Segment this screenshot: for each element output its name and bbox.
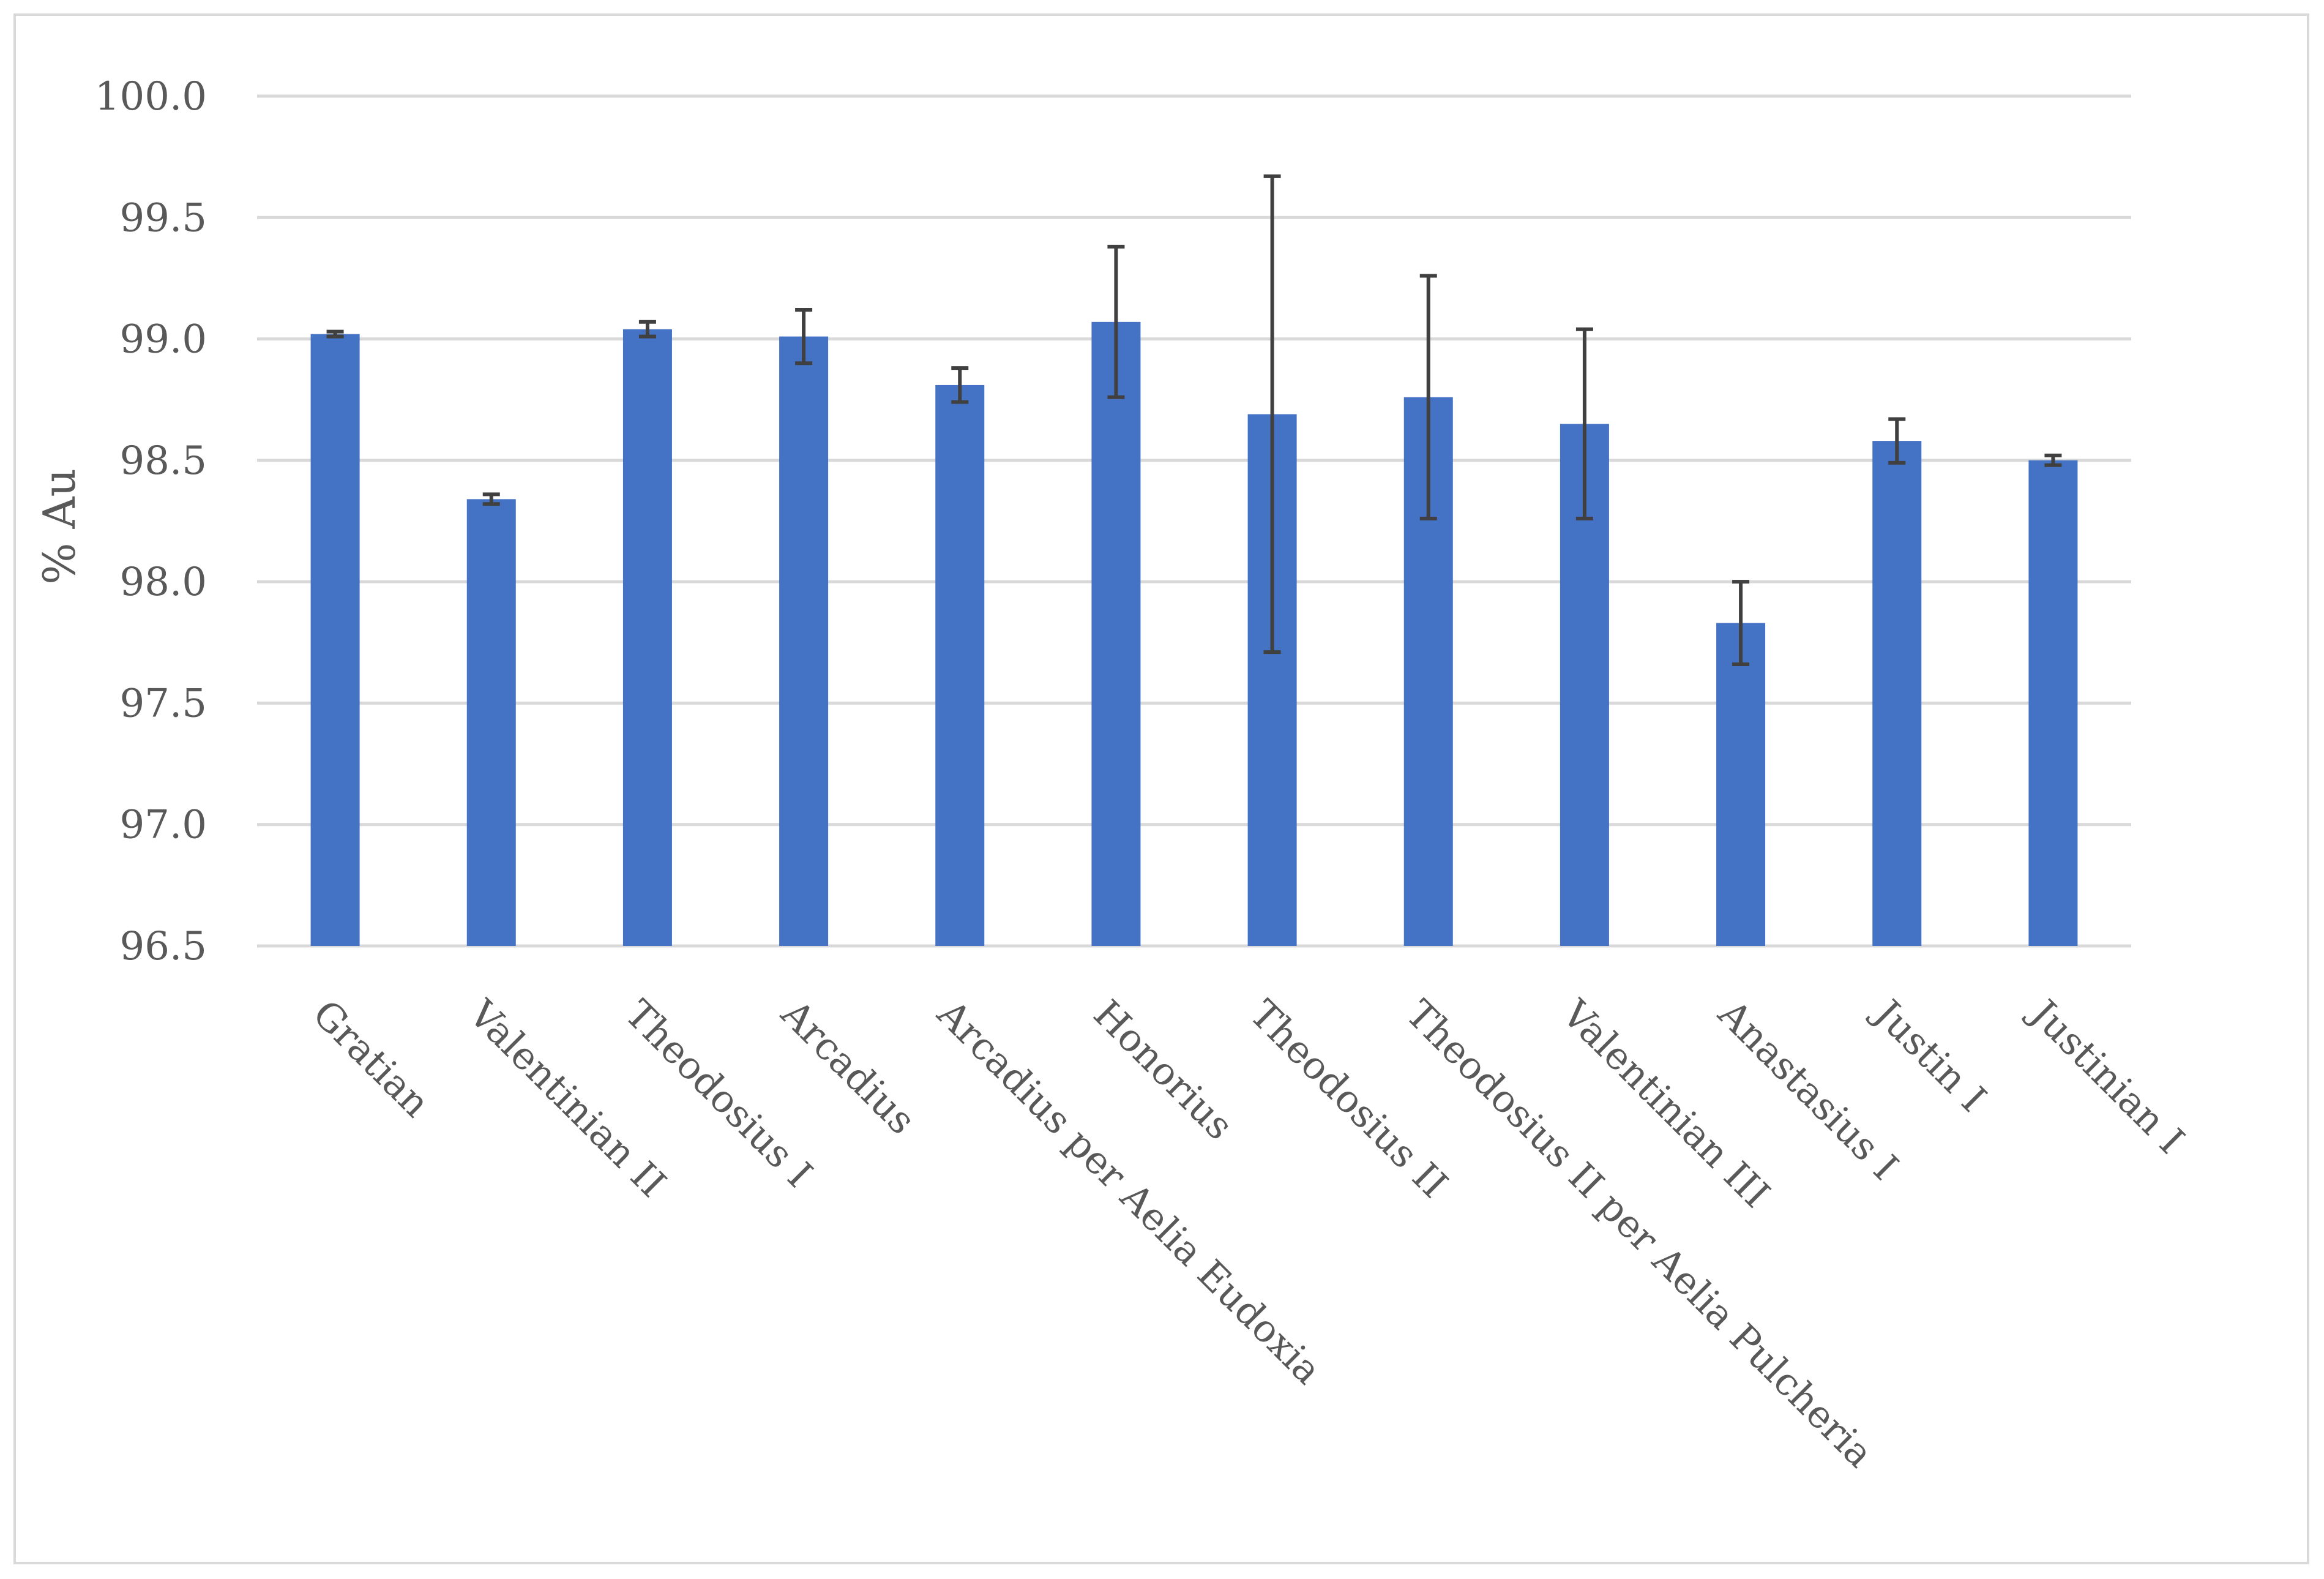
error-bar: [326, 329, 344, 339]
error-bars: [326, 174, 2062, 666]
error-bar: [1575, 327, 1593, 521]
error-bar: [1419, 274, 1437, 521]
bar: [310, 334, 360, 946]
y-tick-label: 100.0: [95, 74, 207, 119]
bar: [622, 329, 672, 946]
bar: [1091, 321, 1141, 946]
error-bar: [1888, 417, 1906, 465]
bar: [935, 384, 985, 946]
x-category-label: Gratian: [304, 991, 439, 1126]
y-tick-label: 97.5: [120, 681, 207, 726]
y-tick-label: 99.0: [120, 317, 207, 362]
bar: [1872, 441, 1922, 946]
gridlines: [257, 94, 2131, 948]
bar: [466, 499, 516, 946]
error-bar: [2044, 453, 2062, 467]
bar: [1716, 623, 1766, 946]
error-bar: [482, 492, 500, 506]
y-tick-label: 96.5: [120, 924, 207, 969]
y-axis-ticks: 96.5 97.0 97.5 98.0 98.5 99.0 99.5 100.0: [95, 74, 207, 969]
y-tick-label: 98.0: [120, 560, 207, 605]
error-bar: [638, 320, 656, 339]
bar: [779, 336, 829, 946]
bars: [310, 321, 2078, 946]
error-bar: [1107, 244, 1125, 399]
error-bar: [951, 366, 969, 404]
y-axis-title: % Au: [34, 468, 85, 585]
x-category-label: Arcadius: [772, 991, 924, 1142]
x-category-label: Justin I: [1863, 989, 1995, 1120]
error-bar: [1732, 580, 1750, 666]
y-tick-label: 98.5: [120, 438, 207, 484]
error-bar: [1263, 174, 1281, 654]
y-tick-label: 99.5: [120, 195, 207, 241]
error-bar: [795, 307, 813, 366]
chart-frame: [13, 13, 2309, 1564]
x-category-label: Justinian I: [2020, 989, 2194, 1163]
bar: [2028, 460, 2078, 946]
x-category-label: Honorius: [1085, 991, 1242, 1149]
y-tick-label: 97.0: [120, 803, 207, 848]
